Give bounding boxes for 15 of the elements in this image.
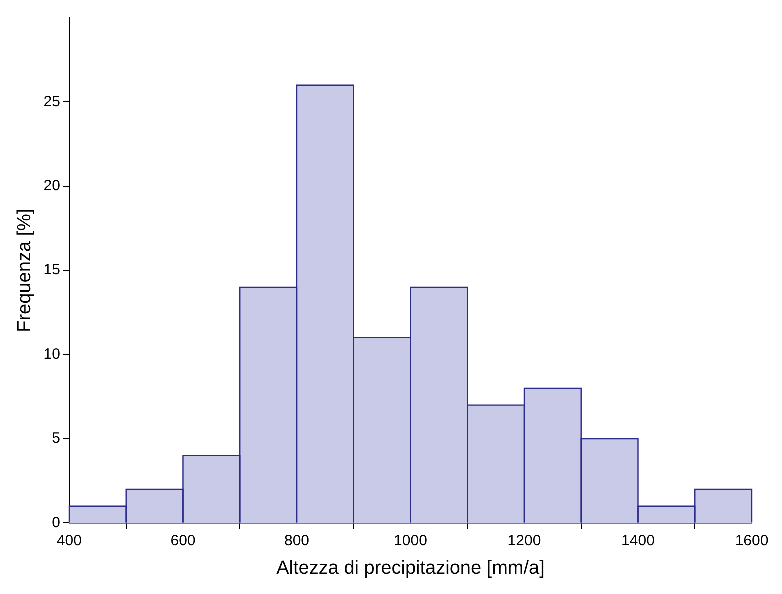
y-axis-title: Frequenza [%] xyxy=(14,208,36,332)
y-tick-label: 0 xyxy=(52,514,60,532)
x-tick-label: 1600 xyxy=(735,532,769,550)
y-tick-label: 20 xyxy=(44,178,60,195)
y-tick-label: 10 xyxy=(44,346,60,363)
x-tick-label: 1200 xyxy=(508,532,542,550)
x-tick-label: 1000 xyxy=(394,532,428,550)
x-tick-label: 1400 xyxy=(622,532,655,550)
x-tick-label: 400 xyxy=(56,532,82,550)
x-axis-title: Altezza di precipitazione [mm/a] xyxy=(276,558,545,579)
y-tick-label: 5 xyxy=(52,430,60,448)
x-tick-label: 600 xyxy=(170,532,196,550)
x-tick-label: 800 xyxy=(284,532,310,550)
y-tick-label: 15 xyxy=(44,262,60,279)
y-tick-label: 25 xyxy=(44,93,60,110)
